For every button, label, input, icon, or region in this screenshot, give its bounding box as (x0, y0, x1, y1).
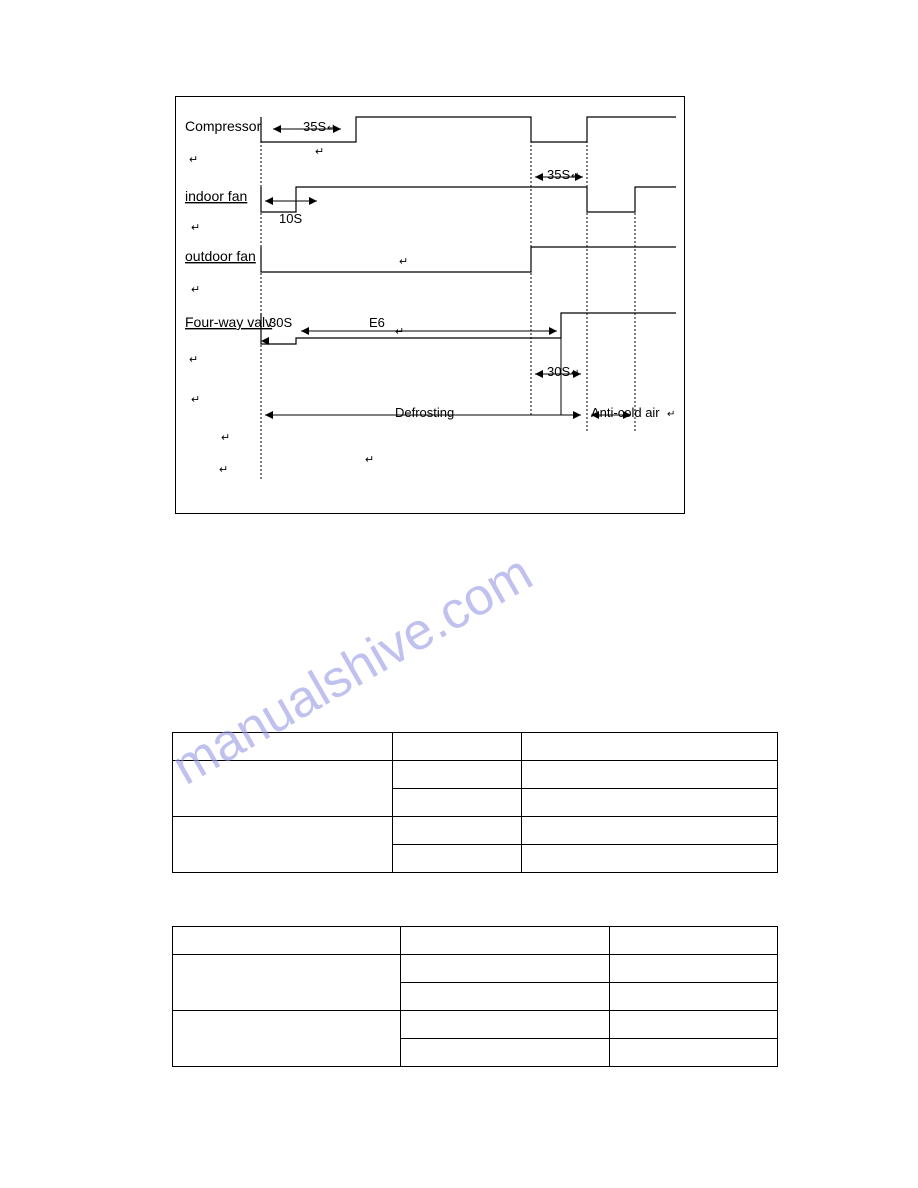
cr-mark: ↵ (191, 394, 200, 406)
arrow-head (273, 125, 281, 133)
outdoor-fan-signal (261, 247, 676, 272)
time-30s-1: 30S (269, 315, 292, 330)
phase-defrosting: Defrosting (395, 405, 454, 420)
four-way-valve-signal (261, 313, 676, 344)
phase-anti-cold-air: Anti-cold air (591, 405, 660, 420)
four-way-valve-label: Four-way valv (185, 314, 272, 330)
cr-mark: ↵ (327, 123, 335, 134)
cr-mark: ↵ (189, 354, 198, 366)
time-35s-1: 35S (303, 119, 326, 134)
table-row (173, 733, 778, 761)
timing-diagram-svg: Compressor 35S ↵ indoor fan 10S 35S outd… (176, 97, 686, 515)
time-10s: 10S (279, 211, 302, 226)
table-row (173, 955, 778, 983)
table-row (173, 1011, 778, 1039)
arrow-head (265, 411, 273, 419)
time-35s-2: 35S (547, 167, 570, 182)
arrow-head (265, 197, 273, 205)
cr-mark: ↵ (571, 171, 579, 182)
timing-diagram-container: Compressor 35S ↵ indoor fan 10S 35S outd… (175, 96, 685, 514)
table-row (173, 817, 778, 845)
arrow-head (301, 327, 309, 335)
arrow-head (535, 370, 543, 378)
compressor-label: Compressor (185, 118, 262, 134)
cr-mark: ↵ (191, 284, 200, 296)
time-e6: E6 (369, 315, 385, 330)
table-1 (172, 732, 778, 873)
arrow-head (309, 197, 317, 205)
arrow-head (535, 173, 543, 181)
cr-mark: ↵ (219, 464, 228, 476)
cr-mark: ↵ (189, 154, 198, 166)
cr-mark: ↵ (399, 256, 408, 268)
indoor-fan-signal (261, 187, 676, 212)
table-2 (172, 926, 778, 1067)
cr-mark: ↵ (221, 432, 230, 444)
cr-mark: ↵ (365, 454, 374, 466)
table-row (173, 761, 778, 789)
arrow-head (549, 327, 557, 335)
indoor-fan-label: indoor fan (185, 188, 247, 204)
outdoor-fan-label: outdoor fan (185, 248, 256, 264)
cr-mark: ↵ (191, 222, 200, 234)
table-row (173, 927, 778, 955)
cr-mark: ↵ (667, 409, 675, 420)
cr-mark: ↵ (315, 146, 324, 158)
arrow-head (573, 411, 581, 419)
cr-mark: ↵ (395, 326, 404, 338)
time-30s-2: 30S (547, 364, 570, 379)
cr-mark: ↵ (571, 368, 579, 379)
